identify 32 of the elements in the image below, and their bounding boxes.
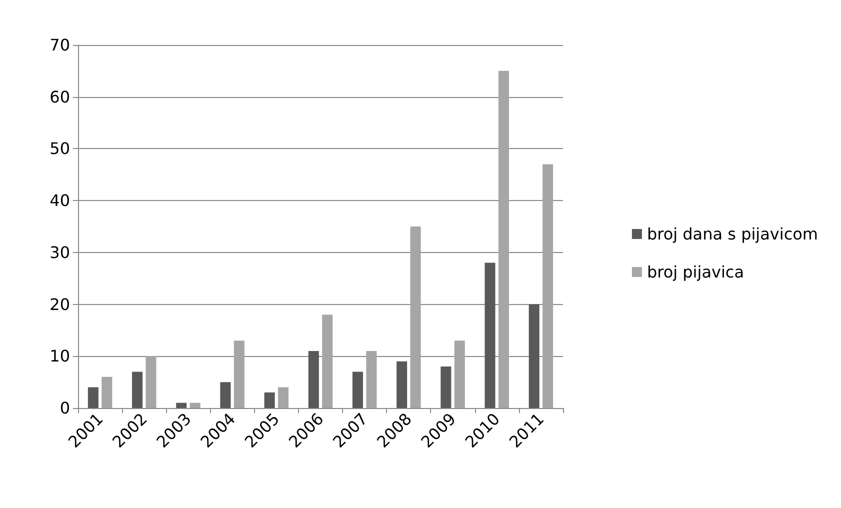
bar xyxy=(352,372,364,408)
y-tick-label: 10 xyxy=(50,346,70,366)
bar xyxy=(528,304,540,408)
y-tick-label: 70 xyxy=(50,36,70,54)
bar xyxy=(454,340,465,408)
bar xyxy=(308,350,319,408)
bar xyxy=(190,402,200,408)
bar xyxy=(102,376,112,408)
bar xyxy=(396,361,408,408)
bar xyxy=(176,402,187,408)
y-tick-label: 30 xyxy=(50,242,70,262)
bar xyxy=(498,70,509,408)
legend-label: broj dana s pijavicom xyxy=(646,224,818,244)
legend-label: broj pijavica xyxy=(646,262,744,282)
bar xyxy=(440,366,452,408)
bar xyxy=(88,387,98,408)
y-tick-label: 50 xyxy=(50,139,70,158)
bar xyxy=(322,314,333,408)
bar xyxy=(146,356,156,408)
y-tick-label: 0 xyxy=(60,398,70,418)
y-tick-label: 40 xyxy=(50,191,70,210)
bar xyxy=(264,392,275,408)
bar xyxy=(542,164,554,408)
y-tick-label: 20 xyxy=(50,294,70,314)
bar xyxy=(132,372,143,408)
bar xyxy=(278,387,289,408)
bar xyxy=(484,262,496,408)
bar xyxy=(366,350,377,408)
bar xyxy=(220,382,231,408)
bar xyxy=(234,340,244,408)
bar xyxy=(410,226,421,408)
y-tick-label: 60 xyxy=(50,87,70,106)
